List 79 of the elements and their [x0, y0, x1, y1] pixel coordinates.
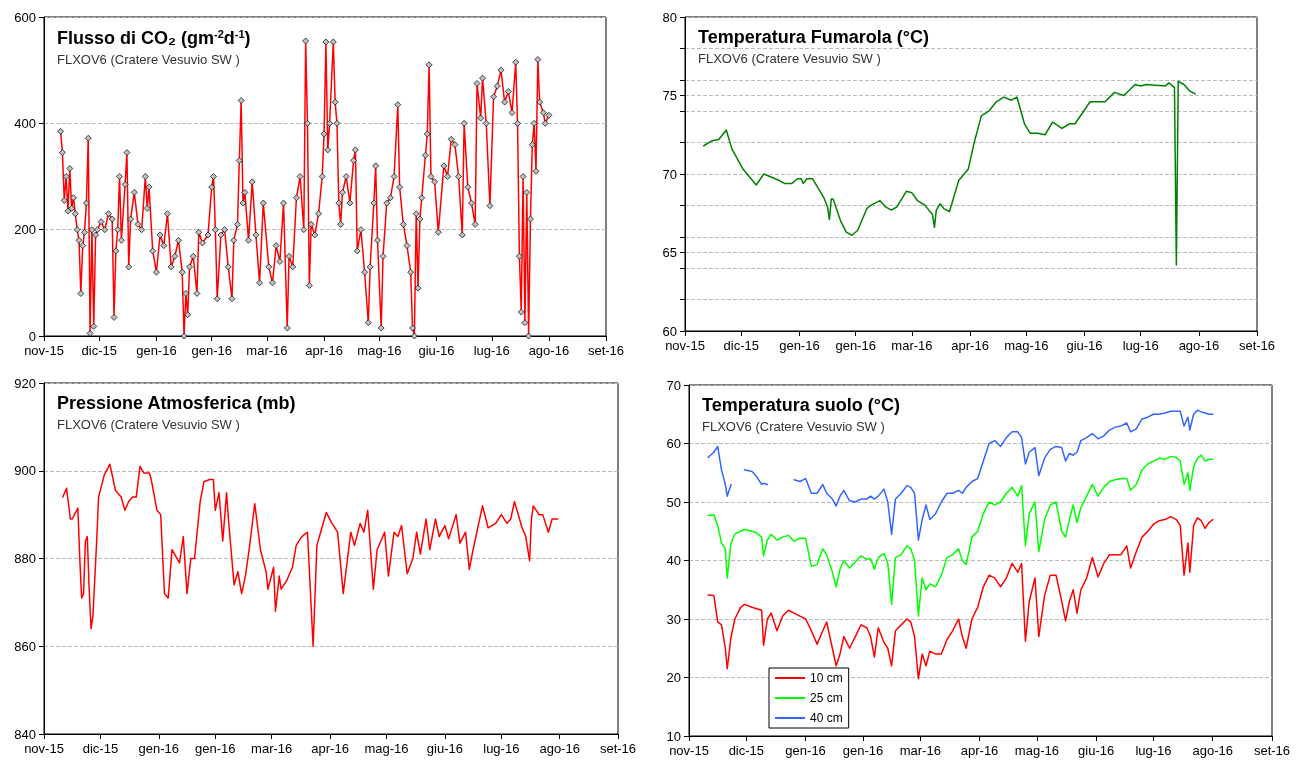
- x-tick-label: set-16: [599, 741, 637, 756]
- x-tick-label: ago-16: [539, 741, 580, 756]
- x-tick-label: ago-16: [528, 343, 570, 358]
- x-tick-label: apr-16: [951, 338, 989, 353]
- line-series: [62, 463, 559, 647]
- y-tick-label: 30: [666, 611, 681, 627]
- x-tick-label: nov-15: [24, 741, 64, 756]
- x-tick-label: giu-16: [1066, 338, 1103, 353]
- x-tick-label: gen-16: [136, 343, 177, 358]
- y-tick-label: 20: [666, 670, 681, 685]
- x-tick-label: giu-16: [418, 343, 455, 358]
- text: FLXOV6 (Cratere Vesuvio SW ): [57, 417, 240, 432]
- y-tick-label: 60: [666, 436, 681, 451]
- x-tick-label: nov-15: [669, 743, 709, 758]
- x-tick-label: gen-16: [842, 743, 884, 758]
- x-tick-label: apr-16: [311, 741, 349, 756]
- x-tick-label: lug-16: [1135, 743, 1172, 758]
- x-tick-label: dic-15: [81, 343, 117, 358]
- line-series: [707, 515, 1214, 680]
- x-tick-label: dic-15: [82, 741, 119, 756]
- text: Pressione Atmosferica (mb): [57, 393, 296, 413]
- x-tick-label: dic-15: [723, 338, 759, 353]
- x-tick-label: gen-16: [779, 338, 820, 353]
- line-series: [703, 80, 1196, 266]
- x-tick-label: mag-16: [364, 741, 409, 756]
- x-tick-label: ago-16: [1178, 338, 1220, 353]
- x-tick-label: gen-16: [191, 343, 232, 358]
- x-tick-label: dic-15: [728, 743, 765, 758]
- x-tick-label: mar-16: [246, 343, 288, 358]
- x-tick-label: set-16: [1253, 743, 1291, 758]
- x-tick-label: mar-16: [899, 743, 941, 758]
- x-tick-label: gen-16: [195, 741, 236, 756]
- x-tick-label: nov-15: [665, 338, 705, 353]
- text: FLXOV6 (Cratere Vesuvio SW ): [57, 51, 240, 67]
- x-tick-label: set-16: [587, 343, 625, 358]
- x-tick-label: apr-16: [305, 343, 343, 358]
- x-tick-label: gen-16: [835, 338, 876, 353]
- y-tick-label: 80: [662, 9, 677, 25]
- x-tick-label: lug-16: [483, 741, 520, 756]
- x-tick-label: giu-16: [1078, 743, 1115, 758]
- text: FLXOV6 (Cratere Vesuvio SW ): [702, 419, 885, 434]
- y-tick-label: 880: [14, 551, 36, 566]
- x-tick-label: gen-16: [785, 743, 826, 758]
- text: Temperatura Fumarola (°C): [698, 27, 929, 47]
- y-tick-label: 50: [666, 494, 681, 510]
- y-tick-label: 0: [28, 328, 36, 344]
- x-tick-label: mag-16: [357, 343, 402, 358]
- y-tick-label: 65: [662, 245, 677, 260]
- x-tick-label: mar-16: [251, 741, 293, 756]
- y-tick-label: 920: [14, 375, 36, 391]
- y-tick-label: 70: [662, 166, 677, 182]
- x-tick-label: mag-16: [1014, 743, 1059, 758]
- y-tick-label: 10: [666, 728, 681, 744]
- x-tick-label: ago-16: [1192, 743, 1233, 758]
- legend-label: 40 cm: [810, 711, 843, 725]
- x-tick-label: gen-16: [138, 741, 180, 756]
- y-tick-label: 860: [14, 638, 36, 654]
- y-tick-label: 400: [14, 115, 36, 131]
- text: FLXOV6 (Cratere Vesuvio SW ): [698, 51, 881, 66]
- y-tick-label: 40: [666, 553, 681, 568]
- y-tick-label: 200: [14, 222, 36, 238]
- y-tick-label: 70: [666, 377, 681, 393]
- x-tick-label: apr-16: [960, 743, 999, 758]
- y-tick-label: 900: [14, 463, 36, 479]
- legend-label: 25 cm: [810, 691, 843, 705]
- x-tick-label: mag-16: [1004, 338, 1049, 353]
- x-tick-label: set-16: [1238, 338, 1276, 353]
- y-tick-label: 60: [662, 323, 677, 339]
- x-tick-label: giu-16: [426, 741, 463, 756]
- y-tick-label: 75: [662, 88, 677, 103]
- text: Temperatura suolo (°C): [702, 395, 900, 415]
- x-tick-label: lug-16: [473, 343, 510, 358]
- x-tick-label: mar-16: [891, 338, 933, 353]
- legend-label: 10 cm: [810, 671, 843, 685]
- y-tick-label: 600: [14, 9, 36, 25]
- y-tick-label: 840: [14, 726, 36, 742]
- x-tick-label: nov-15: [24, 343, 64, 358]
- x-tick-label: lug-16: [1122, 338, 1159, 353]
- line-series: [707, 454, 1214, 617]
